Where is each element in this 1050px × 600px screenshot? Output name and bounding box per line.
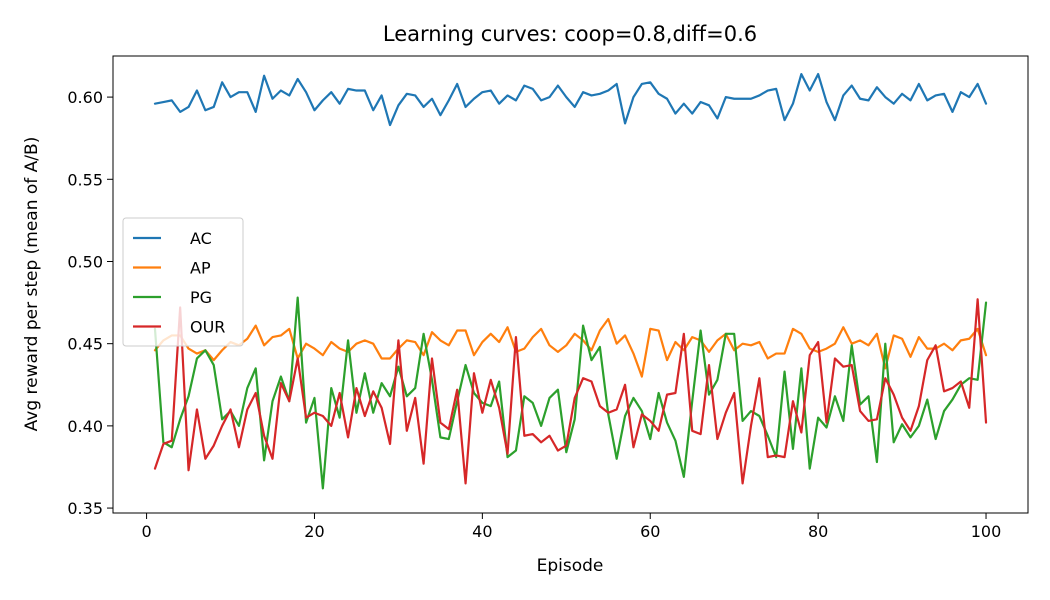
y-tick-label: 0.35	[67, 499, 103, 518]
legend-label: OUR	[190, 318, 225, 337]
series-line-pg	[153, 296, 988, 490]
chart-title: Learning curves: coop=0.8,diff=0.6	[383, 22, 757, 46]
y-axis-title: Avg reward per step (mean of A/B)	[22, 137, 42, 432]
x-tick-label: 20	[304, 522, 324, 541]
x-axis-title: Episode	[537, 556, 604, 576]
series-pg	[153, 296, 988, 490]
y-tick-label: 0.60	[67, 88, 103, 107]
legend-item: OUR	[133, 318, 225, 337]
y-axis: 0.35 0.40 0.45 0.50 0.55 0.60	[67, 88, 113, 518]
x-tick-label: 80	[808, 522, 828, 541]
y-tick-label: 0.40	[67, 417, 103, 436]
legend: AC AP PG OUR	[122, 217, 244, 347]
x-tick-label: 40	[472, 522, 492, 541]
x-tick-label: 60	[640, 522, 660, 541]
legend-item: AP	[133, 259, 211, 278]
plot-frame	[112, 55, 1029, 514]
legend-item: AC	[133, 229, 212, 248]
legend-label: AC	[190, 229, 212, 248]
series-our	[153, 298, 988, 485]
y-tick-label: 0.55	[67, 170, 103, 189]
legend-label: AP	[190, 259, 211, 278]
plot-area	[153, 72, 988, 490]
legend-box	[122, 217, 244, 347]
x-axis: 0 20 40 60 80 100	[141, 513, 1001, 541]
series-line-ac	[153, 72, 988, 127]
legend-label: PG	[190, 288, 212, 307]
series-line-our	[153, 298, 988, 485]
series-ac	[153, 72, 988, 127]
legend-item: PG	[133, 288, 212, 307]
y-tick-label: 0.45	[67, 335, 103, 354]
x-tick-label: 100	[971, 522, 1002, 541]
y-tick-label: 0.50	[67, 252, 103, 271]
x-tick-label: 0	[141, 522, 151, 541]
